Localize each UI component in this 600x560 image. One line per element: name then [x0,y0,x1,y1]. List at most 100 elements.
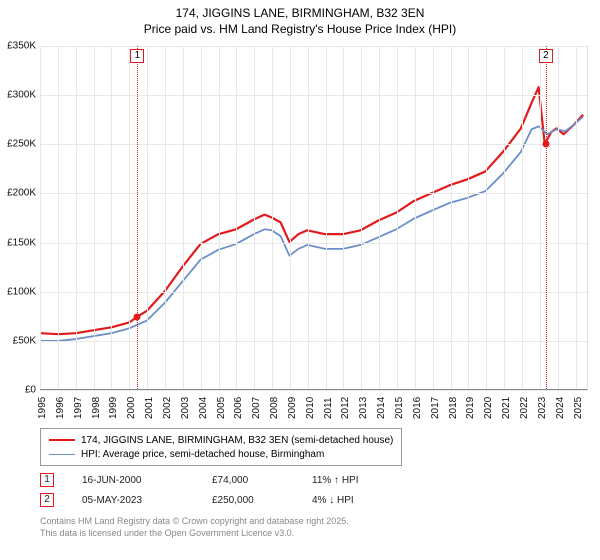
legend-swatch-price [49,439,75,441]
gridline-h [40,390,587,391]
x-axis-label: 2017 [430,397,441,419]
title-subtitle: Price paid vs. HM Land Registry's House … [0,22,600,36]
x-axis-label: 1999 [108,397,119,419]
x-axis-label: 2008 [269,397,280,419]
y-axis-label: £100K [0,286,36,297]
x-axis-label: 2010 [305,397,316,419]
y-axis-label: £200K [0,188,36,199]
sale-date-1: 16-JUN-2000 [82,475,212,486]
sale-delta-2: 4% ↓ HPI [312,495,432,506]
legend-row-price: 174, JIGGINS LANE, BIRMINGHAM, B32 3EN (… [49,433,393,447]
gridline-v [219,46,220,389]
x-axis-label: 2025 [573,397,584,419]
legend-label-price: 174, JIGGINS LANE, BIRMINGHAM, B32 3EN (… [81,435,393,446]
gridline-v [40,46,41,389]
y-axis-label: £150K [0,237,36,248]
sale-marker-line [546,46,547,389]
sale-marker-dot [134,314,141,321]
footer-line2: This data is licensed under the Open Gov… [40,528,349,540]
gridline-v [522,46,523,389]
series-hpi [40,117,583,341]
x-axis-label: 2020 [483,397,494,419]
gridline-v [504,46,505,389]
gridline-v [379,46,380,389]
gridline-v [343,46,344,389]
gridline-v [397,46,398,389]
sale-marker-dot [542,141,549,148]
sales-row-1: 1 16-JUN-2000 £74,000 11% ↑ HPI [40,470,432,490]
gridline-v [183,46,184,389]
x-axis-label: 2014 [376,397,387,419]
x-axis-label: 2021 [501,397,512,419]
sale-marker-line [137,46,138,389]
legend-swatch-hpi [49,454,75,455]
gridline-v [147,46,148,389]
x-axis-label: 2016 [412,397,423,419]
x-axis-label: 2015 [394,397,405,419]
x-axis-label: 2012 [340,397,351,419]
gridline-v [326,46,327,389]
title-address: 174, JIGGINS LANE, BIRMINGHAM, B32 3EN [0,6,600,20]
sales-row-2: 2 05-MAY-2023 £250,000 4% ↓ HPI [40,490,432,510]
gridline-v [236,46,237,389]
x-axis-label: 2022 [519,397,530,419]
gridline-v [361,46,362,389]
sale-marker-1: 1 [40,473,54,487]
gridline-v [129,46,130,389]
x-axis-label: 2007 [251,397,262,419]
gridline-v [254,46,255,389]
y-axis-label: £250K [0,139,36,150]
x-axis-label: 2004 [198,397,209,419]
footer-line1: Contains HM Land Registry data © Crown c… [40,516,349,528]
attribution-footer: Contains HM Land Registry data © Crown c… [40,516,349,539]
sale-marker-2: 2 [40,493,54,507]
x-axis-label: 2003 [180,397,191,419]
gridline-v [415,46,416,389]
gridline-v [451,46,452,389]
y-axis-label: £50K [0,335,36,346]
gridline-v [165,46,166,389]
gridline-v [94,46,95,389]
x-axis-label: 2019 [465,397,476,419]
chart-title: 174, JIGGINS LANE, BIRMINGHAM, B32 3EN P… [0,0,600,36]
gridline-v [76,46,77,389]
x-axis-label: 2006 [233,397,244,419]
x-axis-label: 2001 [144,397,155,419]
gridline-v [486,46,487,389]
gridline-v [111,46,112,389]
sale-delta-1: 11% ↑ HPI [312,475,432,486]
x-axis-label: 2002 [162,397,173,419]
x-axis-label: 2011 [323,397,334,419]
gridline-v [468,46,469,389]
x-axis-label: 2023 [537,397,548,419]
gridline-v [540,46,541,389]
sale-price-1: £74,000 [212,475,312,486]
chart-plot-area: £0£50K£100K£150K£200K£250K£300K£350K1995… [40,46,588,390]
x-axis-label: 2013 [358,397,369,419]
gridline-v [201,46,202,389]
sale-marker-box: 1 [130,49,144,63]
x-axis-label: 1998 [91,397,102,419]
gridline-v [433,46,434,389]
x-axis-label: 1996 [55,397,66,419]
y-axis-label: £300K [0,90,36,101]
x-axis-label: 1995 [37,397,48,419]
gridline-v [290,46,291,389]
legend-box: 174, JIGGINS LANE, BIRMINGHAM, B32 3EN (… [40,428,402,466]
legend-label-hpi: HPI: Average price, semi-detached house,… [81,449,324,460]
series-price_paid [40,87,583,334]
gridline-v [272,46,273,389]
x-axis-label: 2005 [216,397,227,419]
sale-marker-box: 2 [539,49,553,63]
x-axis-label: 2024 [555,397,566,419]
sale-date-2: 05-MAY-2023 [82,495,212,506]
x-axis-label: 2018 [448,397,459,419]
sales-table: 1 16-JUN-2000 £74,000 11% ↑ HPI 2 05-MAY… [40,470,432,510]
gridline-v [558,46,559,389]
x-axis-label: 2009 [287,397,298,419]
gridline-v [308,46,309,389]
x-axis-label: 1997 [73,397,84,419]
y-axis-label: £0 [0,385,36,396]
y-axis-label: £350K [0,41,36,52]
sale-price-2: £250,000 [212,495,312,506]
